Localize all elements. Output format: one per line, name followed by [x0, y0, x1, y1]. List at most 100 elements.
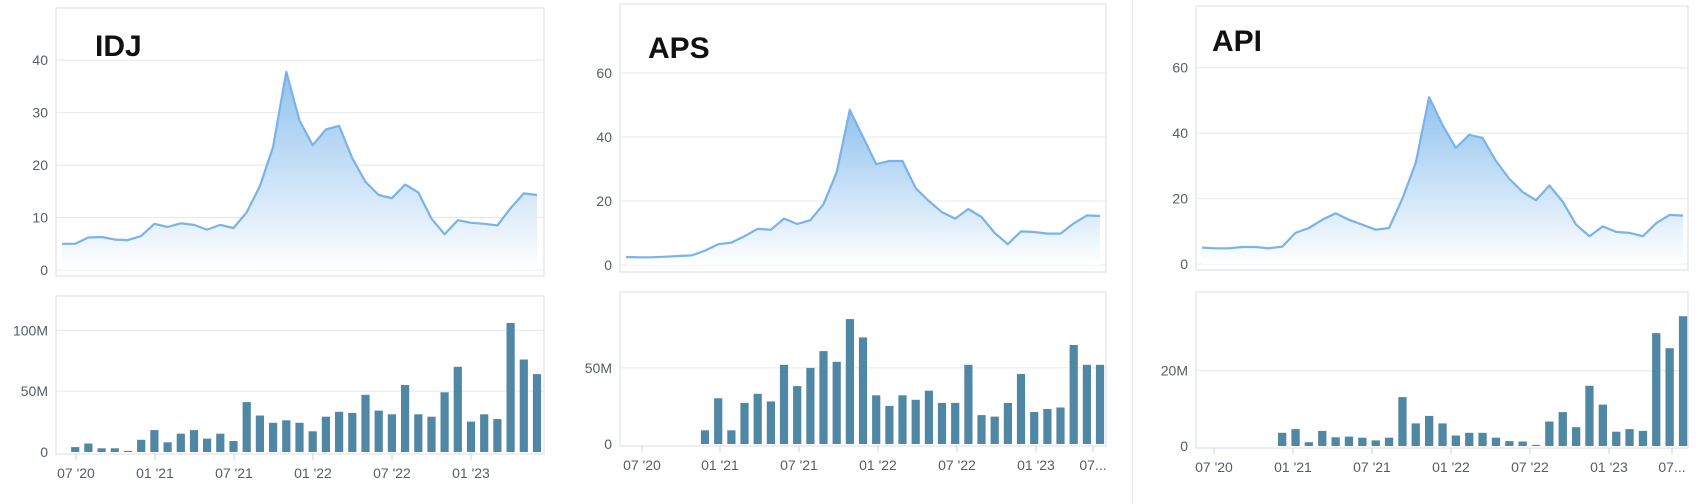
volume-bar	[1056, 407, 1065, 444]
price-y-tick-label: 40	[32, 52, 48, 68]
volume-bar	[1491, 437, 1501, 446]
volume-bar	[203, 438, 212, 452]
volume-bar	[1069, 345, 1078, 444]
volume-bar	[1612, 431, 1621, 446]
volume-bar	[1095, 364, 1105, 444]
volume-bar	[493, 419, 502, 452]
volume-bar	[1398, 397, 1407, 446]
chart-svg-aps: 0 20 40 60 APS 0 50M 07 '20 01 '21 07 '21 01 '22 07…	[585, 3, 1107, 473]
volume-bar	[714, 398, 723, 444]
x-tick-label: 07 '22	[373, 465, 411, 481]
volume-bar	[440, 392, 449, 452]
x-tick-label: 07 '21	[780, 457, 818, 473]
price-y-tick-label: 60	[1172, 60, 1188, 76]
volume-bar	[176, 433, 185, 452]
volume-bar	[229, 441, 238, 452]
volume-bar	[361, 394, 370, 452]
volume-bar	[1331, 437, 1340, 446]
volume-bar	[1505, 441, 1514, 446]
volume-bar	[466, 421, 476, 452]
chart-panel-idj: 0 10 20 30 40 IDJ 0 50M 100M 07 '20 01 '21 07 '21 01…	[0, 0, 560, 504]
volume-bar	[779, 364, 789, 444]
volume-bar	[414, 414, 423, 452]
volume-bar	[1585, 385, 1594, 446]
volume-bar	[1384, 437, 1394, 446]
price-y-tick-label: 10	[32, 210, 48, 226]
volume-bar	[1465, 432, 1474, 446]
volume-bar	[282, 420, 291, 452]
volume-bar	[1358, 437, 1367, 446]
volume-bar	[937, 402, 947, 444]
volume-bar	[858, 337, 868, 444]
volume-bar	[71, 447, 80, 452]
volume-bar	[1572, 427, 1581, 446]
volume-bar	[727, 430, 736, 444]
volume-bar	[845, 319, 854, 444]
volume-bar	[832, 361, 841, 444]
price-line-series	[1201, 96, 1684, 250]
price-plot-frame	[619, 3, 1107, 273]
volume-bar	[1318, 430, 1327, 446]
x-tick-label: 07...	[1079, 457, 1106, 473]
x-tick-label: 07 '22	[1511, 459, 1549, 475]
volume-bar	[1425, 415, 1434, 446]
volume-bar	[97, 448, 106, 452]
price-y-tick-label: 0	[1180, 256, 1188, 272]
volume-bar	[84, 443, 93, 452]
volume-bar	[335, 411, 344, 452]
volume-bar	[1003, 402, 1012, 444]
volume-y-tick-label: 100M	[13, 322, 48, 338]
volume-bar	[700, 430, 710, 444]
ticker-title-aps: APS	[648, 32, 710, 65]
chart-svg-idj: 0 10 20 30 40 IDJ 0 50M 100M 07 '20 01 '21 07 '21 01…	[13, 7, 545, 481]
volume-bar	[453, 366, 462, 452]
x-tick-label: 01 '22	[294, 465, 332, 481]
volume-bar	[885, 405, 894, 444]
volume-bar	[189, 430, 199, 452]
volume-bar	[216, 433, 225, 452]
volume-y-tick-label: 0	[1180, 438, 1188, 454]
volume-bar	[255, 415, 264, 452]
volume-bar	[951, 402, 960, 444]
volume-bar	[321, 416, 330, 452]
x-tick-label: 01 '21	[701, 457, 739, 473]
volume-bar	[348, 413, 357, 452]
volume-y-tick-label: 0	[40, 444, 48, 460]
volume-bar	[480, 414, 489, 452]
x-tick-label: 07 '20	[1195, 459, 1233, 475]
price-area	[626, 109, 1100, 265]
volume-bar	[872, 395, 881, 444]
volume-plot-frame	[1195, 291, 1689, 449]
x-tick-label: 01 '23	[452, 465, 490, 481]
price-y-tick-label: 30	[32, 105, 48, 121]
x-tick-label: 07 '22	[938, 457, 976, 473]
volume-bar	[1652, 333, 1661, 446]
volume-bar	[150, 430, 159, 452]
volume-bar	[1451, 435, 1460, 446]
volume-bar	[1030, 412, 1039, 444]
volume-bar	[766, 401, 775, 444]
volume-bar	[924, 390, 933, 444]
volume-bar	[1043, 409, 1052, 444]
volume-bar	[242, 402, 251, 452]
volume-bar	[519, 359, 528, 452]
volume-bar	[1016, 374, 1026, 444]
price-area	[1202, 97, 1683, 264]
volume-bar	[1638, 430, 1648, 446]
volume-bar	[308, 431, 317, 452]
price-plot-frame	[1195, 5, 1689, 271]
ticker-title-idj: IDJ	[95, 30, 142, 63]
volume-bar	[819, 351, 828, 444]
volume-plot-frame	[619, 291, 1107, 447]
volume-bar	[1278, 432, 1287, 446]
volume-bar	[898, 395, 907, 444]
volume-bar	[990, 416, 999, 444]
price-line-series	[62, 70, 538, 245]
price-area	[62, 71, 537, 270]
price-y-tick-label: 0	[40, 262, 48, 278]
volume-bar	[1531, 444, 1541, 446]
x-tick-label: 07 '20	[623, 457, 661, 473]
price-y-tick-label: 20	[596, 193, 612, 209]
volume-bar	[740, 402, 749, 444]
x-tick-label: 07 '21	[215, 465, 253, 481]
